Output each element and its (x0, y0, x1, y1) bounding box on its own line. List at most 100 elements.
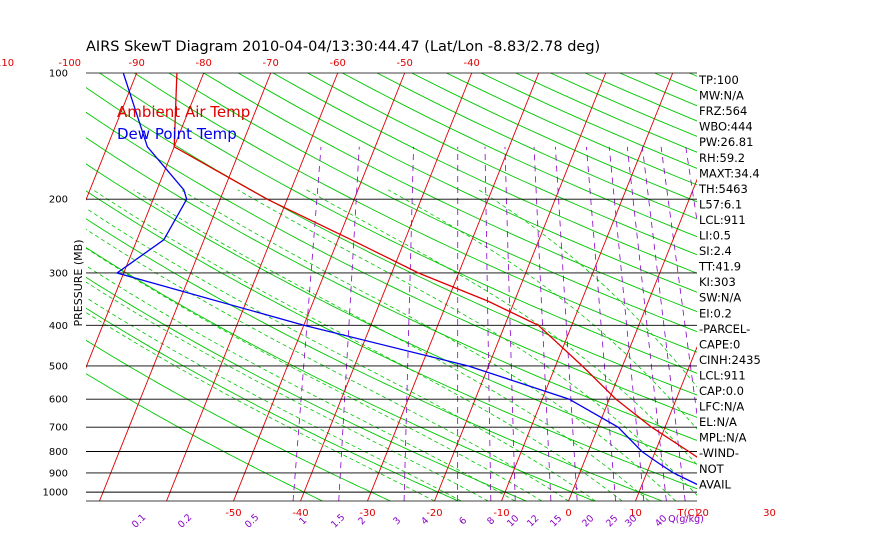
pressure-tick-label: 800 (49, 447, 68, 458)
series-line (115, 73, 697, 486)
index-label: SW:N/A (699, 291, 741, 305)
y-axis-label: PRESSURE (MB) (72, 240, 85, 327)
dry-adiabat-line (863, 73, 870, 501)
isotherm-line (568, 178, 697, 501)
mixing-ratio-line (554, 146, 578, 501)
dry-adiabat-line (515, 73, 697, 153)
isotherm-line (635, 346, 697, 501)
bottom-temp-tick-label: -10 (493, 508, 509, 519)
index-label: RH:59.2 (699, 151, 745, 165)
pressure-tick-label: 600 (49, 395, 68, 406)
dry-adiabat-line (86, 190, 697, 490)
index-label: MPL:N/A (699, 431, 747, 445)
top-temp-tick-label: -110 (0, 58, 14, 69)
index-label: LCL:911 (699, 213, 746, 227)
index-label: TH:5463 (698, 182, 748, 196)
pressure-tick-label: 400 (49, 321, 68, 332)
mixing-ratio-line (747, 147, 817, 501)
mixing-ratio-tick-label: 0.1 (130, 512, 148, 530)
bottom-temp-tick-label: T(C) (677, 508, 699, 519)
dry-adiabat-line (376, 73, 697, 220)
index-label: NOT (699, 462, 725, 476)
isotherm-line (501, 73, 674, 501)
isotherm-line (0, 73, 3, 501)
mixing-ratio-line (338, 146, 360, 501)
index-label: -PARCEL- (699, 322, 750, 336)
dry-adiabat-line (272, 73, 697, 274)
dry-adiabat-line (86, 87, 697, 396)
index-label: SI:2.4 (699, 244, 732, 258)
moist-adiabat-line (86, 265, 516, 501)
bottom-temp-tick-label: 30 (763, 508, 776, 519)
dry-adiabat-line (86, 218, 663, 501)
pressure-tick-label: 300 (49, 268, 68, 279)
top-temp-tick-label: -70 (263, 58, 279, 69)
mixing-ratio-tick-label: 6 (457, 515, 469, 527)
series-line (173, 73, 697, 458)
pressure-tick-label: 500 (49, 361, 68, 372)
isotherm-line (434, 73, 607, 501)
index-label: LI:0.5 (699, 229, 731, 243)
moist-adiabat-line (86, 247, 542, 501)
moist-adiabat-line (86, 281, 489, 501)
pressure-tick-label: 900 (49, 468, 68, 479)
pressure-tick-label: 100 (49, 69, 68, 80)
pressure-tick-label: 1000 (43, 488, 68, 499)
ticks-layer: -120-110-100-90-80-70-60-50-40-50-40-30-… (0, 58, 776, 530)
mixing-ratio-line (608, 146, 645, 501)
dry-adiabat-line (86, 137, 697, 441)
top-temp-tick-label: -40 (464, 58, 480, 69)
index-label: CINH:2435 (699, 353, 761, 367)
dry-adiabat-line (86, 339, 391, 501)
top-temp-tick-label: -100 (58, 58, 81, 69)
mixing-ratio-line (626, 146, 667, 501)
mixing-ratio-line (685, 146, 697, 224)
bottom-temp-tick-label: 0 (565, 508, 571, 519)
dry-adiabat-line (86, 163, 697, 465)
moist-adiabat-line (86, 297, 462, 501)
mixing-ratio-tick-label: 20 (580, 513, 596, 529)
index-label: EL:N/A (699, 415, 737, 429)
dry-adiabat-line (759, 73, 870, 501)
mixing-ratio-tick-label: 0.5 (243, 512, 261, 530)
bottom-temp-tick-label: -20 (426, 508, 442, 519)
index-label: L57:6.1 (699, 197, 742, 211)
moist-adiabat-line (86, 207, 596, 501)
isotherm-line (166, 73, 339, 501)
mixing-ratio-tick-label: 40 (653, 513, 669, 529)
dry-adiabat-line (86, 111, 697, 418)
dry-adiabat-line (793, 73, 870, 501)
dry-adiabat-line (828, 73, 870, 501)
dry-adiabat-line (168, 73, 697, 333)
index-label: TT:41.9 (698, 260, 741, 274)
dry-adiabat-line (342, 73, 697, 238)
pressure-tick-label: 700 (49, 423, 68, 434)
isotherm-line (233, 73, 406, 501)
isotherm-line (300, 73, 473, 501)
pressure-lines: 100 200 300 400 500 600 700 800 900 1000 (43, 69, 697, 502)
dry-adiabat-line (446, 73, 697, 186)
chart-title: AIRS SkewT Diagram 2010-04-04/13:30:44.4… (86, 39, 600, 55)
index-label: CAPE:0 (699, 337, 740, 351)
bottom-temp-tick-label: -50 (225, 508, 241, 519)
mixing-ratio-tick-label: 0.2 (176, 512, 194, 530)
bottom-temp-tick-label: 20 (696, 508, 709, 519)
bottom-temp-tick-label: 10 (629, 508, 642, 519)
dry-adiabat-line (86, 247, 595, 501)
moist-adiabat-line (86, 228, 569, 501)
index-label: AVAIL (699, 477, 732, 491)
index-label: LCL:911 (699, 368, 746, 382)
mixing-ratio-line (586, 146, 616, 501)
mixing-ratio-line (403, 146, 414, 501)
mixing-ratio-line (292, 146, 322, 501)
dry-adiabat-line (86, 276, 527, 501)
isotherm-line (99, 73, 272, 501)
mixing-ratio-tick-label: 12 (525, 513, 541, 529)
moist-adiabat-line (92, 189, 623, 501)
index-label: FRZ:564 (699, 104, 747, 118)
top-temp-tick-label: -90 (129, 58, 145, 69)
index-label: -WIND- (699, 446, 739, 460)
index-label: EI:0.2 (699, 306, 732, 320)
